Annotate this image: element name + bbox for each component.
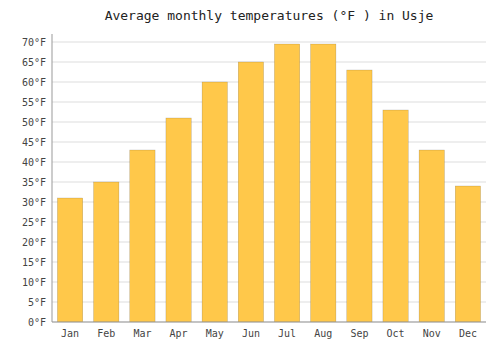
x-tick-label: Mar: [133, 328, 151, 339]
bar: [130, 150, 155, 322]
grid-line: [52, 102, 486, 103]
grid-line: [52, 322, 486, 323]
y-tick-label: 30°F: [22, 197, 46, 208]
x-axis: Jan Feb Mar Apr May Jun Jul Aug Sep Oct Nov Dec: [61, 328, 477, 339]
y-tick-label: 15°F: [22, 257, 46, 268]
y-tick-label: 50°F: [22, 117, 46, 128]
x-tick-label: Feb: [97, 328, 115, 339]
title: Average monthly temperatures (°F ) in Us…: [105, 8, 434, 23]
grid-line: [52, 142, 486, 143]
y-tick-label: 10°F: [22, 277, 46, 288]
x-tick-label: Sep: [350, 328, 368, 339]
y-axis: 0°F 5°F 10°F 15°F 20°F 25°F 30°F 35°F 40°F 45°F 50…: [22, 37, 46, 328]
x-tick-label: Oct: [387, 328, 405, 339]
bar: [238, 62, 263, 322]
y-tick-label: 5°F: [28, 297, 46, 308]
grid: [52, 42, 486, 322]
chart-container: Average monthly temperatures (°F ) in Us…: [0, 0, 500, 350]
bar: [347, 70, 372, 322]
y-tick-label: 25°F: [22, 217, 46, 228]
x-tick-label: Aug: [314, 328, 332, 339]
y-axis-line: [52, 34, 53, 322]
bars: [57, 44, 480, 322]
bar: [311, 44, 336, 322]
y-tick-label: 65°F: [22, 57, 46, 68]
grid-line: [52, 62, 486, 63]
grid-line: [52, 82, 486, 83]
x-tick-label: Nov: [423, 328, 441, 339]
grid-line: [52, 122, 486, 123]
bar: [166, 118, 191, 322]
x-axis-line: [52, 322, 486, 323]
x-tick-label: Jun: [242, 328, 260, 339]
y-tick-label: 60°F: [22, 77, 46, 88]
y-tick-label: 35°F: [22, 177, 46, 188]
bar: [455, 186, 480, 322]
x-tick-label: May: [206, 328, 224, 339]
bar: [419, 150, 444, 322]
y-tick-label: 55°F: [22, 97, 46, 108]
y-tick-label: 40°F: [22, 157, 46, 168]
grid-line: [52, 42, 486, 43]
bar: [383, 110, 408, 322]
bar: [94, 182, 119, 322]
bar: [274, 44, 299, 322]
y-tick-label: 20°F: [22, 237, 46, 248]
y-tick-label: 45°F: [22, 137, 46, 148]
bar: [202, 82, 227, 322]
bar: [57, 198, 82, 322]
x-tick-label: Jul: [278, 328, 296, 339]
x-tick-label: Jan: [61, 328, 79, 339]
y-tick-label: 70°F: [22, 37, 46, 48]
chart-svg: Average monthly temperatures (°F ) in Us…: [0, 0, 500, 350]
y-tick-label: 0°F: [28, 317, 46, 328]
x-tick-label: Dec: [459, 328, 477, 339]
x-tick-label: Apr: [170, 328, 188, 339]
